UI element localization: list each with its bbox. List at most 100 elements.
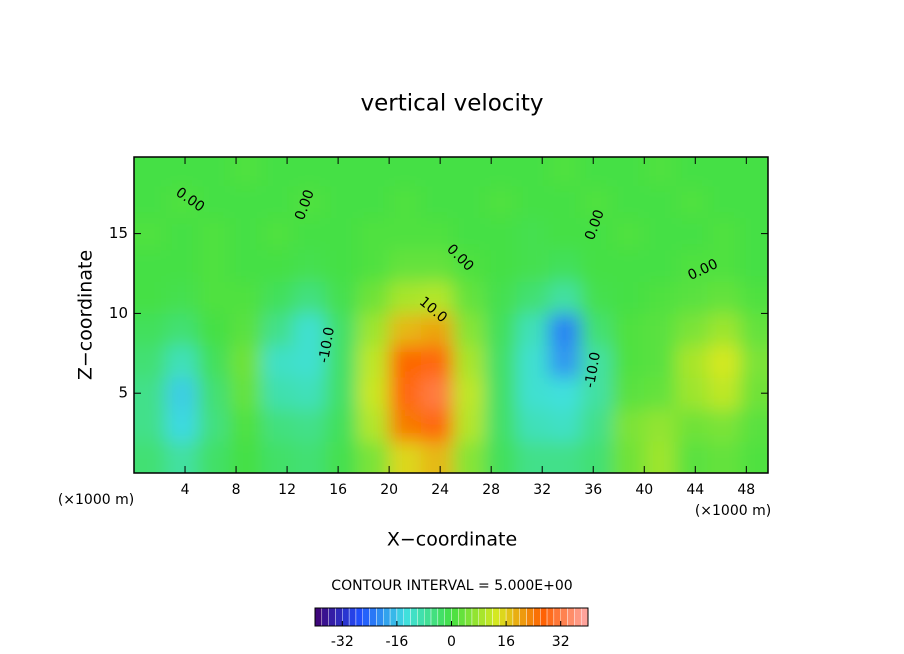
field-cell	[548, 345, 581, 378]
field-cell	[739, 217, 768, 251]
field-cell	[357, 157, 390, 187]
field-cell	[293, 313, 326, 346]
field-cell	[134, 409, 167, 442]
field-cell	[612, 281, 645, 314]
field-cell	[229, 441, 263, 473]
field-cell	[197, 281, 231, 314]
field-cell	[612, 185, 645, 219]
x-tick-label: 4	[181, 482, 190, 498]
field-cell	[548, 217, 581, 251]
field-cell	[261, 441, 294, 473]
colorbar-swatch	[519, 607, 527, 627]
field-cell	[516, 157, 550, 187]
field-cell	[739, 345, 768, 378]
field-cell	[548, 313, 581, 346]
colorbar-swatch	[410, 607, 418, 627]
field-cell	[452, 217, 486, 251]
field-cell	[229, 409, 263, 442]
field-cell	[452, 313, 486, 346]
field-cell	[739, 409, 768, 442]
field-cell	[229, 249, 263, 282]
field-cell	[452, 157, 486, 187]
colorbar-swatch	[396, 607, 404, 627]
field-cell	[229, 345, 263, 378]
field-cell	[739, 441, 768, 473]
y-tick-label: 10	[109, 304, 128, 322]
field-cell	[580, 377, 613, 410]
y-axis-label: Z−coordinate	[75, 250, 97, 380]
field-cell	[197, 157, 231, 187]
x-axis-label: X−coordinate	[387, 529, 517, 551]
field-cell	[452, 345, 486, 378]
field-cell	[580, 249, 613, 282]
colorbar-swatch	[348, 607, 357, 627]
field-cell	[548, 281, 581, 314]
field-cell	[261, 249, 294, 282]
field-cell	[644, 157, 677, 187]
field-cell	[708, 441, 741, 473]
field-cell	[165, 281, 199, 314]
colorbar-swatch	[567, 607, 575, 627]
colorbar-swatch	[499, 607, 507, 627]
field-cell	[421, 217, 454, 251]
field-cells	[134, 157, 768, 473]
colorbar-swatch	[389, 607, 398, 627]
field-cell	[165, 377, 199, 410]
chart-title: vertical velocity	[361, 91, 544, 117]
field-cell	[165, 217, 199, 251]
contour-label: -10.0	[316, 326, 338, 364]
field-cell	[739, 185, 768, 219]
x-tick-label: 16	[329, 482, 347, 498]
colorbar-swatch	[430, 607, 439, 627]
field-cell	[516, 441, 550, 473]
field-cell	[197, 441, 231, 473]
field-cell	[421, 377, 454, 410]
field-cell	[548, 185, 581, 219]
colorbar-swatch	[424, 607, 432, 627]
field-cell	[389, 185, 422, 219]
field	[134, 157, 768, 473]
field-cell	[452, 409, 486, 442]
field-cell	[197, 377, 231, 410]
field-cell	[421, 157, 454, 187]
field-cell	[165, 185, 199, 219]
field-cell	[516, 313, 550, 346]
field-cell	[261, 377, 294, 410]
field-cell	[357, 281, 390, 314]
field-cell	[676, 313, 709, 346]
field-cell	[580, 441, 613, 473]
field-cell	[612, 441, 645, 473]
field-cell	[293, 217, 326, 251]
field-cell	[484, 409, 518, 442]
field-cell	[389, 345, 422, 378]
colorbar-swatch	[533, 607, 541, 627]
colorbar-swatch	[335, 607, 343, 627]
field-cell	[580, 157, 613, 187]
colorbar-swatch	[314, 607, 323, 627]
x-tick-label: 20	[380, 482, 398, 498]
field-cell	[676, 281, 709, 314]
colorbar-swatch	[458, 607, 466, 627]
field-cell	[676, 345, 709, 378]
field-cell	[165, 313, 199, 346]
colorbar-swatch	[471, 607, 480, 627]
colorbar-swatch	[417, 607, 425, 627]
field-cell	[357, 185, 390, 219]
field-cell	[708, 377, 741, 410]
field-cell	[197, 409, 231, 442]
x-tick-label: 44	[686, 482, 704, 498]
field-cell	[325, 185, 358, 219]
field-cell	[612, 345, 645, 378]
field-cell	[452, 377, 486, 410]
x-unit-label: (×1000 m)	[695, 503, 771, 519]
field-cell	[708, 249, 741, 282]
field-cell	[516, 345, 550, 378]
field-cell	[421, 441, 454, 473]
field-cell	[134, 281, 167, 314]
field-cell	[389, 281, 422, 314]
field-cell	[134, 313, 167, 346]
field-cell	[389, 409, 422, 442]
y-tick-label: 15	[109, 224, 128, 242]
field-cell	[739, 249, 768, 282]
field-cell	[421, 249, 454, 282]
